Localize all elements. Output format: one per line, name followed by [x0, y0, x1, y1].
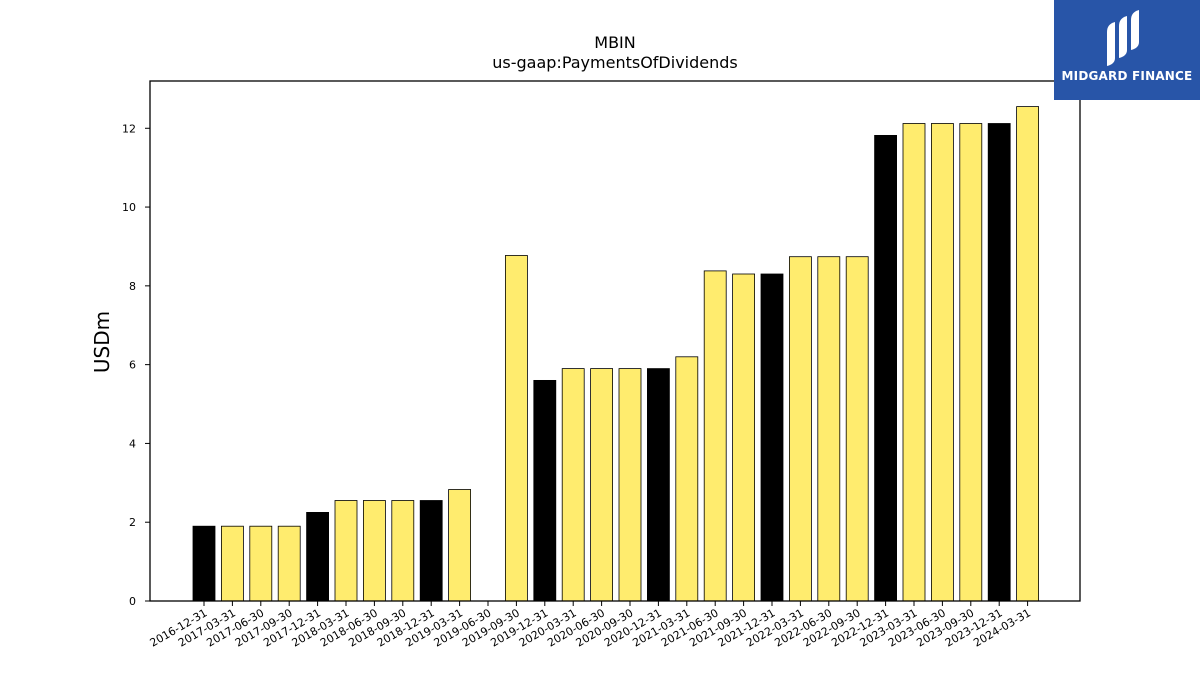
bar: [391, 500, 415, 602]
bar: [334, 500, 358, 602]
y-tick-label: 6: [129, 359, 136, 372]
bar: [959, 123, 983, 602]
bar: [448, 489, 472, 602]
bar: [647, 368, 670, 602]
bar: [277, 525, 301, 602]
bar-series: [192, 106, 1039, 602]
bar: [590, 368, 613, 602]
bar: [419, 500, 443, 602]
bar: [732, 273, 755, 602]
bar: [675, 356, 699, 602]
chart-subtitle: us-gaap:PaymentsOfDividends: [492, 53, 737, 72]
y-tick-label: 2: [129, 516, 136, 529]
bar: [561, 368, 585, 602]
bar: [817, 256, 841, 602]
y-tick-label: 12: [122, 122, 136, 135]
bar: [220, 525, 244, 602]
bar: [902, 123, 926, 602]
bar: [987, 123, 1011, 602]
chart-title: MBIN: [594, 33, 635, 52]
plot-frame: [149, 80, 1081, 602]
bar: [703, 270, 727, 602]
bar: [306, 512, 330, 602]
brand-name: MIDGARD FINANCE: [1061, 69, 1193, 83]
bar: [533, 379, 557, 602]
bar: [931, 123, 954, 602]
bar: [1016, 106, 1039, 602]
bar: [504, 255, 528, 602]
bar: [845, 256, 869, 602]
y-tick-label: 0: [129, 595, 136, 608]
y-tick-label: 8: [129, 280, 136, 293]
brand-logo: MIDGARD FINANCE: [1054, 0, 1200, 100]
y-tick-label: 4: [129, 437, 136, 450]
x-axis-ticks: 2016-12-312017-03-312017-06-302017-09-30…: [148, 601, 1033, 650]
y-axis-label: USDm: [90, 311, 114, 373]
bar: [789, 256, 812, 602]
midgard-logo-icon: [1107, 10, 1139, 66]
y-tick-label: 10: [122, 201, 136, 214]
y-axis-ticks: 0 2 4 6 8 10 12: [122, 122, 150, 608]
bar: [760, 273, 784, 602]
bar: [874, 134, 897, 602]
bar: [192, 525, 216, 602]
bar: [618, 368, 642, 602]
bar: [249, 525, 273, 602]
bar: [362, 500, 386, 602]
